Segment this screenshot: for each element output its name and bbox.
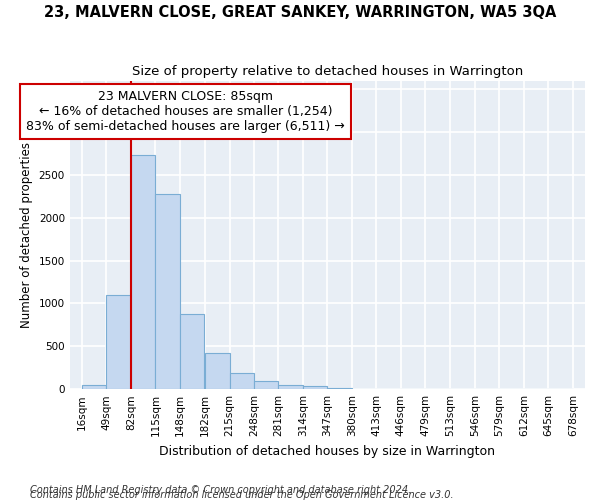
Text: Contains public sector information licensed under the Open Government Licence v3: Contains public sector information licen… [30,490,454,500]
Text: Contains HM Land Registry data © Crown copyright and database right 2024.: Contains HM Land Registry data © Crown c… [30,485,411,495]
Bar [278,385,303,389]
Bar [230,374,254,389]
X-axis label: Distribution of detached houses by size in Warrington: Distribution of detached houses by size … [160,444,496,458]
Y-axis label: Number of detached properties: Number of detached properties [20,142,33,328]
Bar [254,381,278,389]
Bar [82,385,106,389]
Bar [155,194,180,389]
Title: Size of property relative to detached houses in Warrington: Size of property relative to detached ho… [132,65,523,78]
Bar [205,353,230,389]
Bar [131,155,155,389]
Bar [106,295,131,389]
Text: 23 MALVERN CLOSE: 85sqm
← 16% of detached houses are smaller (1,254)
83% of semi: 23 MALVERN CLOSE: 85sqm ← 16% of detache… [26,90,345,133]
Bar [328,388,352,389]
Bar [180,314,205,389]
Bar [303,386,328,389]
Text: 23, MALVERN CLOSE, GREAT SANKEY, WARRINGTON, WA5 3QA: 23, MALVERN CLOSE, GREAT SANKEY, WARRING… [44,5,556,20]
